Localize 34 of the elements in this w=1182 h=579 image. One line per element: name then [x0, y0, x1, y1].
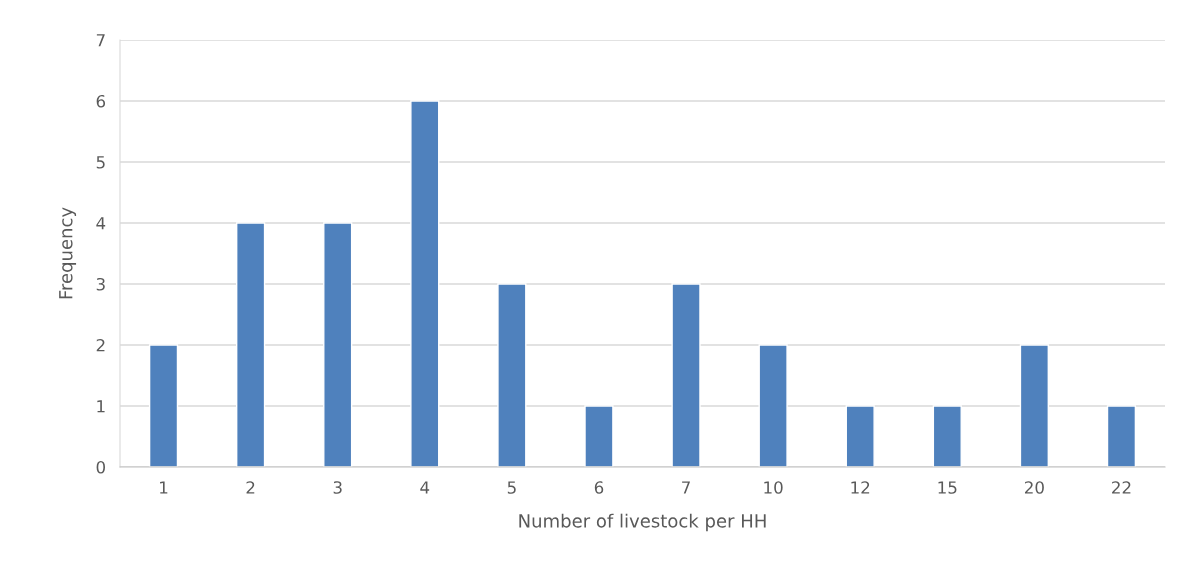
x-tick-label: 5	[507, 481, 516, 494]
x-tick-label: 1	[160, 481, 168, 494]
x-tick-label: 4	[420, 481, 430, 494]
bar	[845, 405, 875, 467]
y-tick-label: 2	[96, 338, 105, 352]
x-axis-title: Number of livestock per HH	[519, 513, 766, 532]
x-tick-label: 7	[682, 481, 690, 494]
bar	[671, 283, 701, 467]
x-tick-label: 12	[851, 481, 870, 494]
bar	[584, 405, 614, 467]
bar	[1019, 344, 1050, 467]
x-tick-label: 2	[246, 481, 255, 494]
x-tick-label: 10	[764, 481, 783, 494]
bar	[497, 283, 527, 467]
y-tick-label: 0	[96, 460, 105, 474]
x-tick-label: 15	[938, 481, 957, 494]
y-tick-label: 3	[96, 277, 105, 291]
bar	[148, 344, 179, 467]
x-tick-label: 3	[333, 481, 342, 494]
bar	[1106, 405, 1137, 467]
y-tick-label: 7	[96, 34, 105, 47]
x-tick-label: 6	[594, 481, 604, 494]
y-tick-label: 6	[96, 94, 106, 108]
bar	[410, 100, 440, 467]
y-tick-label: 4	[96, 217, 106, 230]
y-tick-label: 1	[97, 400, 105, 413]
bar	[758, 344, 788, 467]
x-tick-label: 20	[1024, 481, 1044, 494]
bar	[932, 405, 962, 467]
bar	[235, 222, 266, 467]
y-tick-label: 5	[96, 156, 105, 169]
x-tick-label: 22	[1112, 481, 1131, 494]
bar	[323, 222, 353, 467]
y-axis-title: Frequency	[59, 207, 77, 299]
